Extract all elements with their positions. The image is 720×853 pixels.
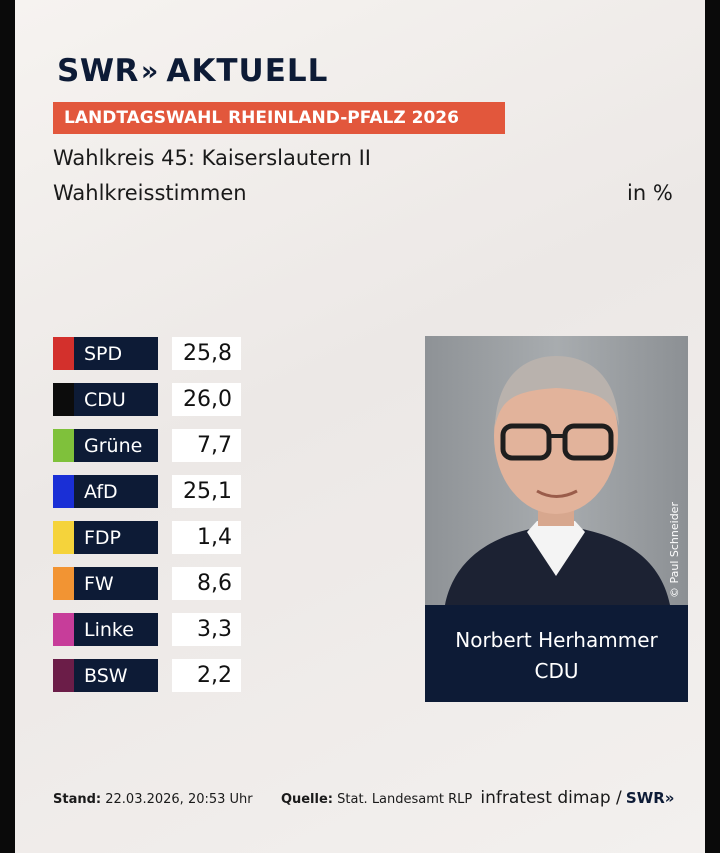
logo-chevron-icon: » xyxy=(140,55,159,87)
party-label: CDU xyxy=(74,383,158,416)
party-label: FDP xyxy=(74,521,158,554)
infratest-brand: infratest dimap / xyxy=(480,788,622,808)
party-label: SPD xyxy=(74,337,158,370)
party-value: 3,3 xyxy=(172,613,241,646)
party-value: 25,8 xyxy=(172,337,241,370)
photo-credit: © Paul Schneider xyxy=(668,502,681,598)
footer-swr-logo: SWR» xyxy=(625,789,675,807)
result-card: SWR » AKTUELL LANDTAGSWAHL RHEINLAND-PFA… xyxy=(15,0,705,853)
party-label: AfD xyxy=(74,475,158,508)
source-value: Stat. Landesamt RLP xyxy=(337,792,473,807)
party-value: 1,4 xyxy=(172,521,241,554)
unit-label: in % xyxy=(627,181,673,205)
party-color-swatch xyxy=(53,429,74,462)
winner-name: Norbert Herhammer xyxy=(455,628,658,652)
party-color-swatch xyxy=(53,521,74,554)
footer: Stand: 22.03.2026, 20:53 Uhr Quelle: Sta… xyxy=(53,788,675,808)
party-label: Grüne xyxy=(74,429,158,462)
party-color-swatch xyxy=(53,659,74,692)
party-label: FW xyxy=(74,567,158,600)
swr-aktuell-logo: SWR » AKTUELL xyxy=(57,53,329,89)
party-value: 8,6 xyxy=(172,567,241,600)
election-banner: LANDTAGSWAHL RHEINLAND-PFALZ 2026 xyxy=(53,102,505,134)
party-value: 7,7 xyxy=(172,429,241,462)
winner-party: CDU xyxy=(534,659,579,683)
logo-aktuell-text: AKTUELL xyxy=(166,53,329,89)
vote-type-label: Wahlkreisstimmen xyxy=(53,181,247,205)
party-color-swatch xyxy=(53,613,74,646)
candidate-photo: © Paul Schneider xyxy=(425,336,688,605)
stand-label: Stand: xyxy=(53,792,102,807)
stand-value: 22.03.2026, 20:53 Uhr xyxy=(105,792,253,807)
party-color-swatch xyxy=(53,337,74,370)
party-color-swatch xyxy=(53,475,74,508)
party-value: 26,0 xyxy=(172,383,241,416)
party-label: Linke xyxy=(74,613,158,646)
candidate-portrait-image: © Paul Schneider xyxy=(445,356,681,605)
party-label: BSW xyxy=(74,659,158,692)
party-value: 2,2 xyxy=(172,659,241,692)
party-color-swatch xyxy=(53,567,74,600)
winner-caption: Norbert Herhammer CDU xyxy=(425,605,688,702)
party-value: 25,1 xyxy=(172,475,241,508)
source-label: Quelle: xyxy=(280,792,333,807)
constituency-title: Wahlkreis 45: Kaiserslautern II xyxy=(53,146,371,170)
party-color-swatch xyxy=(53,383,74,416)
logo-swr-text: SWR xyxy=(57,53,139,89)
